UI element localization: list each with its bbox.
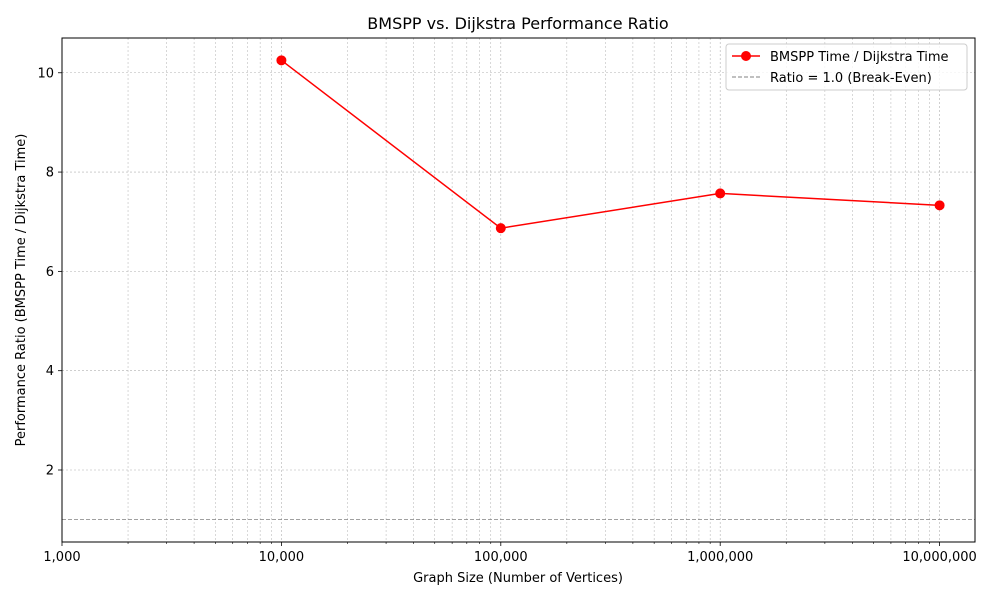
y-tick-label: 8 [46, 166, 54, 181]
legend: BMSPP Time / Dijkstra Time Ratio = 1.0 (… [725, 43, 968, 91]
series-layer [276, 55, 945, 234]
x-axis-label: Graph Size (Number of Vertices) [413, 571, 623, 586]
x-tick-label: 10,000 [259, 550, 305, 565]
y-tick-label: 2 [46, 464, 54, 479]
y-axis-label: Performance Ratio (BMSPP Time / Dijkstra… [14, 134, 29, 447]
legend-series-marker [741, 51, 751, 61]
y-tick-label: 6 [46, 265, 54, 280]
series-line [280, 59, 940, 229]
legend-reference-label: Ratio = 1.0 (Break-Even) [770, 71, 932, 86]
x-tick-label: 10,000,000 [902, 550, 976, 565]
legend-series-label: BMSPP Time / Dijkstra Time [770, 50, 949, 65]
y-tick-label: 4 [46, 364, 54, 379]
chart-title: BMSPP vs. Dijkstra Performance Ratio [367, 14, 668, 33]
data-point [276, 55, 287, 66]
legend-box [725, 43, 968, 91]
y-tick-label: 10 [37, 66, 54, 81]
x-tick-label: 100,000 [474, 550, 528, 565]
x-tick-label: 1,000 [43, 550, 80, 565]
x-tick-label: 1,000,000 [687, 550, 753, 565]
data-point [495, 223, 506, 234]
axes: 1,000 10,000 100,000 1,000,000 10,000,000 2 4 6… [37, 66, 976, 565]
data-point [715, 188, 726, 199]
plot-frame [61, 37, 976, 543]
data-point [934, 200, 945, 211]
